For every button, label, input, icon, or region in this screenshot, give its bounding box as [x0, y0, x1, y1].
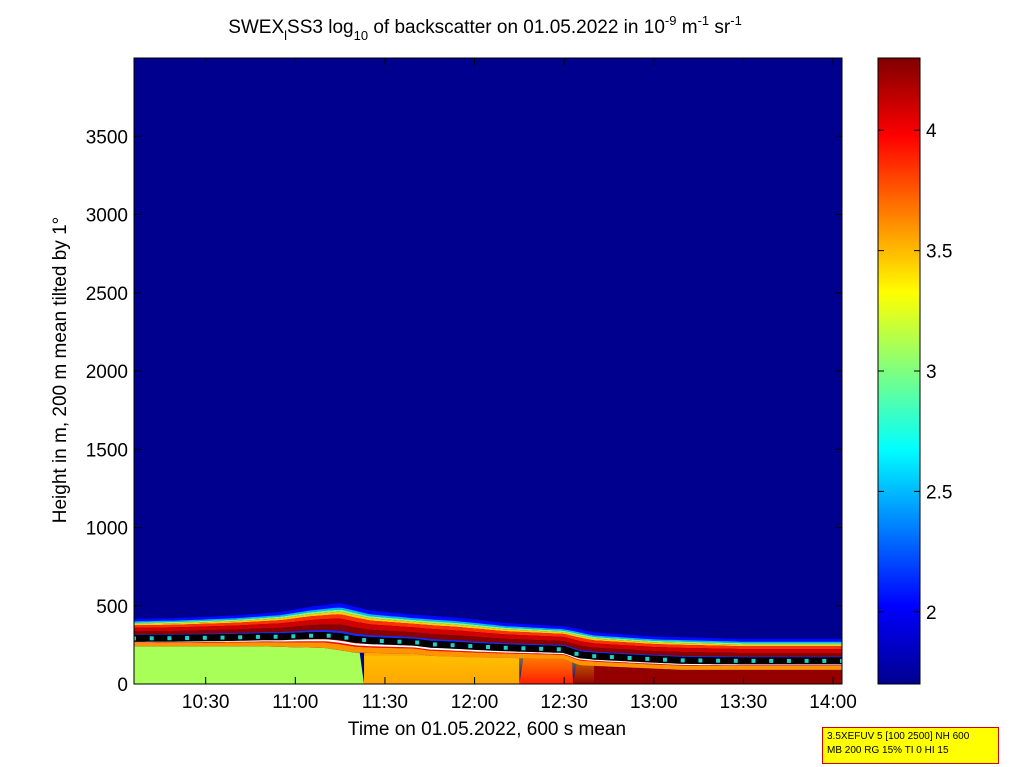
- layer-marker: [822, 658, 827, 663]
- backscatter-band: [134, 638, 842, 666]
- layer-marker: [786, 658, 791, 663]
- backscatter-layers: [134, 603, 842, 684]
- y-tick-label: 500: [96, 597, 128, 618]
- title-part: sr: [709, 17, 731, 38]
- colorbar-tick-label: 2: [926, 603, 937, 624]
- layer-marker: [840, 658, 842, 663]
- layer-marker: [663, 657, 667, 662]
- layer-marker: [326, 633, 331, 638]
- y-tick-label: 2000: [86, 362, 128, 383]
- layer-marker: [592, 654, 597, 659]
- layer-marker: [769, 658, 774, 663]
- info-line-2: MB 200 RG 15% TI 0 HI 15: [827, 745, 949, 756]
- layer-marker: [609, 655, 614, 660]
- layer-marker: [698, 658, 703, 663]
- y-tick-label: 1500: [86, 440, 128, 461]
- layer-marker: [521, 646, 526, 651]
- layer-marker: [344, 635, 349, 640]
- title-part: of backscatter on 01.05.2022 in 10: [368, 17, 665, 38]
- layer-marker: [468, 644, 473, 649]
- layer-marker: [220, 635, 225, 640]
- backscatter-band: [134, 614, 842, 650]
- chart-title: SWEXlSS3 log10 of backscatter on 01.05.2…: [228, 13, 742, 43]
- colorbar: 2 2.5 3 3.5 4: [877, 57, 952, 685]
- layer-marker: [379, 639, 384, 643]
- layer-marker: [362, 638, 367, 643]
- layer-marker: [503, 645, 508, 650]
- x-tick-label: 13:30: [720, 692, 768, 713]
- layer-marker: [486, 645, 490, 649]
- layer-marker: [134, 636, 136, 641]
- surface-texture: [364, 655, 595, 684]
- backscatter-band: [134, 603, 842, 642]
- y-tick-label: 2500: [86, 284, 128, 305]
- x-tick-label: 11:30: [362, 692, 408, 713]
- layer-marker: [432, 642, 437, 647]
- colorbar-ticks: 2 2.5 3 3.5 4: [878, 121, 952, 624]
- backscatter-band: [134, 618, 842, 653]
- x-axis: 10:30 11:00 11:30 12:00 12:30 13:00 13:30 14:00: [182, 58, 857, 713]
- layer-marker: [716, 658, 721, 663]
- layer-marker: [627, 656, 632, 660]
- layer-marker: [167, 636, 172, 641]
- layer-marker: [733, 658, 738, 663]
- y-tick-label: 0: [117, 675, 128, 696]
- x-tick-label: 12:30: [540, 692, 588, 713]
- title-part: m: [676, 17, 697, 38]
- x-tick-label: 11:00: [272, 692, 318, 713]
- title-subscript: l: [284, 28, 287, 43]
- y-tick-label: 1000: [86, 519, 128, 540]
- layer-marker: [238, 635, 243, 640]
- surface-fill: [573, 664, 842, 684]
- info-line-1: 3.5XEFUV 5 [100 2500] NH 600: [827, 731, 970, 742]
- title-superscript: -1: [698, 13, 710, 28]
- backscatter-band: [134, 642, 842, 670]
- layer-marker: [645, 656, 650, 661]
- layer-marker: [415, 640, 420, 645]
- x-tick-label: 12:00: [451, 692, 499, 713]
- layer-marker: [751, 658, 756, 663]
- layer-marker: [149, 636, 154, 641]
- backscatter-band: [134, 611, 842, 647]
- layer-marker: [309, 633, 313, 638]
- y-axis-label: Height in m, 200 m mean tilted by 1°: [50, 217, 71, 523]
- layer-marker: [255, 634, 260, 639]
- layer-marker: [804, 658, 809, 663]
- layer-marker: [202, 635, 207, 640]
- y-tick-label: 3500: [86, 127, 128, 148]
- title-superscript: -9: [665, 13, 677, 28]
- layer-marker: [556, 647, 561, 652]
- heatmap-plot-area: [134, 58, 842, 684]
- colorbar-tick-label: 2.5: [926, 482, 952, 503]
- x-tick-label: 14:00: [809, 692, 857, 713]
- layer-marker: [680, 658, 685, 663]
- title-subscript: 10: [354, 28, 368, 43]
- colorbar-gradient: [877, 57, 921, 685]
- layer-marker: [574, 651, 579, 656]
- title-part: SWEX: [228, 17, 284, 38]
- title-superscript: -1: [730, 13, 742, 28]
- layer-marker: [450, 643, 455, 648]
- title-part: SS3 log: [287, 17, 354, 38]
- colorbar-tick-label: 4: [926, 121, 937, 142]
- layer-marker: [291, 634, 296, 639]
- colorbar-tick-label: 3.5: [926, 242, 952, 263]
- y-tick-label: 3000: [86, 206, 128, 227]
- backscatter-band: [134, 609, 842, 645]
- info-box: 3.5XEFUV 5 [100 2500] NH 600 MB 200 RG 1…: [822, 727, 999, 764]
- colorbar-tick-label: 3: [926, 362, 937, 383]
- x-tick-label: 10:30: [182, 692, 230, 713]
- surface-fill: [134, 646, 364, 684]
- x-axis-label: Time on 01.05.2022, 600 s mean: [348, 719, 626, 740]
- y-axis: 0 500 1000 1500 2000 2500 3000 3500: [86, 127, 842, 696]
- layer-marker: [397, 639, 402, 644]
- layer-marker: [273, 634, 278, 639]
- layer-marker: [539, 646, 544, 651]
- background-field: [134, 58, 842, 684]
- backscatter-band: [134, 607, 842, 644]
- layer-marker: [185, 636, 190, 640]
- x-tick-label: 13:00: [630, 692, 678, 713]
